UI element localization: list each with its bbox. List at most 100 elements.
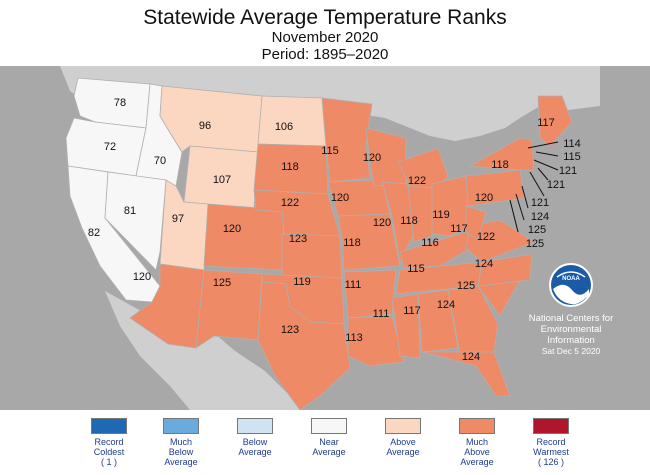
legend-record-coldest: Record Coldest ( 1 ) — [70, 418, 148, 467]
state-tx — [257, 281, 351, 410]
state-va — [465, 219, 535, 263]
rank-label-md: 125 — [526, 238, 544, 250]
rank-label-ne: 122 — [281, 197, 299, 209]
title-block: Statewide Average Temperature Ranks Nove… — [0, 0, 650, 63]
rank-label-mn: 115 — [321, 145, 339, 157]
legend-swatch — [91, 418, 127, 434]
legend-label: Average — [386, 447, 420, 457]
map-title: Statewide Average Temperature Ranks — [143, 6, 507, 29]
rank-label-va: 122 — [477, 231, 495, 243]
legend-label: Average — [312, 447, 346, 457]
rank-label-wv: 117 — [450, 223, 468, 235]
leader-line-de — [515, 193, 525, 221]
legend-label: Average — [238, 447, 272, 457]
rank-label-nc: 124 — [475, 258, 493, 270]
rank-label-ri: 121 — [547, 179, 565, 191]
legend-record-warmest: Record Warmest ( 126 ) — [512, 418, 590, 467]
state-nv — [104, 171, 167, 271]
rank-label-ms: 111 — [373, 308, 390, 320]
rank-label-ga: 124 — [437, 299, 455, 311]
state-co — [203, 203, 285, 271]
rank-label-wi: 120 — [363, 152, 381, 164]
rank-label-pa: 120 — [475, 192, 493, 204]
rank-label-fl: 124 — [462, 351, 480, 363]
rank-label-ct: 121 — [531, 197, 549, 209]
rank-label-mt: 96 — [199, 120, 211, 132]
legend-near: Near Average — [290, 418, 368, 457]
legend-swatch — [385, 418, 421, 434]
rank-label-mo: 118 — [343, 237, 361, 249]
rank-label-co: 120 — [223, 223, 241, 235]
ncei-date: Sat Dec 5 2020 — [541, 346, 601, 356]
leader-line-ct — [529, 171, 545, 197]
ncei-line-3: Information — [547, 335, 595, 346]
rank-label-ut: 97 — [172, 213, 184, 225]
legend-label: Below — [168, 447, 194, 457]
leader-line-ri — [537, 167, 549, 181]
legend-label: Much — [465, 437, 488, 447]
legend-above: Above Average — [364, 418, 442, 457]
rank-label-nm: 125 — [213, 277, 231, 289]
rank-label-de: 125 — [528, 224, 546, 236]
legend-swatch — [163, 418, 199, 434]
legend-swatch — [237, 418, 273, 434]
rank-label-wa: 78 — [114, 97, 126, 109]
rank-label-ia: 120 — [331, 192, 349, 204]
rank-label-tx: 123 — [281, 324, 299, 336]
legend-label: Above — [464, 447, 490, 457]
rank-label-or: 72 — [104, 141, 116, 153]
rank-label-wy: 107 — [213, 174, 231, 186]
state-oh — [431, 175, 471, 237]
legend: Record Coldest ( 1 ) Much Below Average … — [0, 418, 650, 475]
state-pa — [465, 169, 525, 207]
map-svg: 78 72 70 82 81 96 107 97 120 120 125 106 118 122 123 11… — [60, 66, 600, 410]
map-subtitle: November 2020 — [271, 29, 379, 46]
state-il — [381, 181, 415, 264]
state-me — [537, 95, 573, 147]
leader-line-nh — [535, 151, 559, 157]
legend-label: Below — [242, 437, 268, 447]
rank-label-sd: 118 — [281, 161, 299, 173]
rank-label-ca: 82 — [88, 227, 100, 239]
state-mn — [321, 97, 373, 183]
rank-label-sc: 125 — [457, 280, 475, 292]
state-al — [417, 289, 459, 353]
map-period: Period: 1895–2020 — [261, 46, 389, 63]
legend-label: Near — [319, 437, 339, 447]
ncei-line-2: Environmental — [540, 324, 602, 335]
legend-label: Warmest — [533, 447, 569, 457]
noaa-logo-icon: NOAA — [549, 263, 593, 307]
legend-label: Much — [169, 437, 192, 447]
state-ny — [468, 137, 535, 171]
legend-label: Average — [460, 457, 494, 467]
rank-label-ky: 116 — [421, 237, 439, 249]
legend-much-below: Much Below Average — [142, 418, 220, 467]
rank-label-tn: 115 — [407, 263, 425, 275]
state-wv — [465, 205, 487, 241]
rank-label-nd: 106 — [275, 121, 293, 133]
rank-label-il: 120 — [373, 217, 391, 229]
legend-below: Below Average — [216, 418, 294, 457]
rank-label-vt: 114 — [563, 138, 581, 150]
state-ms — [391, 293, 421, 359]
rank-label-oh: 119 — [432, 209, 450, 221]
rank-label-la: 113 — [345, 332, 363, 344]
leader-line-nj — [521, 185, 529, 209]
legend-label: Average — [164, 457, 198, 467]
ncei-credit: NOAA National Centers for Environmental … — [512, 262, 630, 356]
legend-swatch — [311, 418, 347, 434]
rank-label-al: 117 — [403, 305, 421, 317]
rank-label-ma: 121 — [559, 165, 577, 177]
state-in — [407, 185, 433, 243]
ncei-line-1: National Centers for — [528, 313, 614, 324]
legend-much-above: Much Above Average — [438, 418, 516, 467]
legend-label: Record — [536, 437, 566, 447]
rank-label-ny: 118 — [491, 159, 509, 171]
legend-label: Record — [94, 437, 124, 447]
legend-label: ( 126 ) — [537, 457, 564, 467]
state-mo — [337, 213, 401, 271]
legend-label: ( 1 ) — [100, 457, 117, 467]
rank-label-nj: 124 — [531, 211, 549, 223]
rank-label-nh: 115 — [563, 151, 581, 163]
rank-label-ar: 111 — [345, 279, 362, 291]
